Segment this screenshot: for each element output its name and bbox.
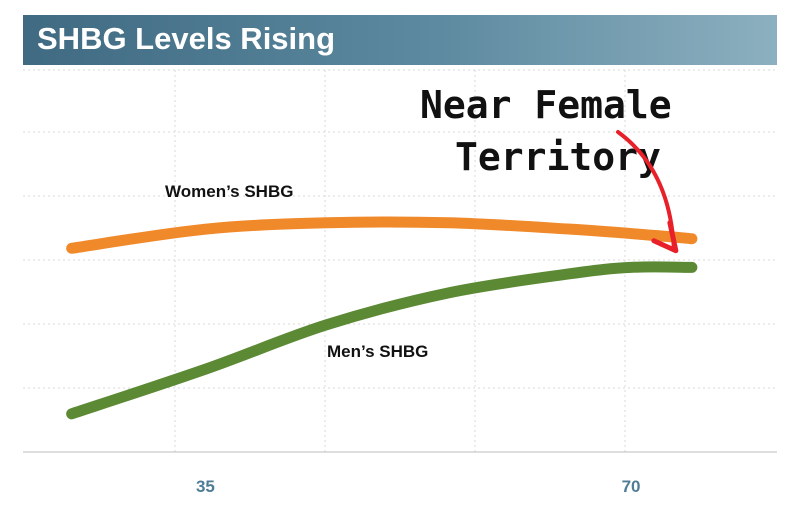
grid bbox=[23, 69, 777, 453]
title-bar: SHBG Levels Rising bbox=[23, 15, 777, 65]
women-shbg-line bbox=[66, 216, 698, 254]
women-series-label: Women’s SHBG bbox=[165, 182, 293, 201]
annotation: Near Female Territory bbox=[420, 83, 679, 254]
annotation-line-1: Near Female bbox=[420, 83, 672, 127]
x-ticks: 35 70 bbox=[196, 477, 641, 496]
annotation-line-2: Territory bbox=[455, 135, 661, 179]
chart-title: SHBG Levels Rising bbox=[37, 21, 336, 56]
series-layer bbox=[66, 216, 698, 420]
annotation-arrow-head bbox=[651, 220, 679, 254]
men-shbg-line bbox=[66, 261, 698, 420]
x-tick-label-35: 35 bbox=[196, 477, 215, 496]
x-tick-label-70: 70 bbox=[622, 477, 641, 496]
men-series-label: Men’s SHBG bbox=[327, 342, 428, 361]
